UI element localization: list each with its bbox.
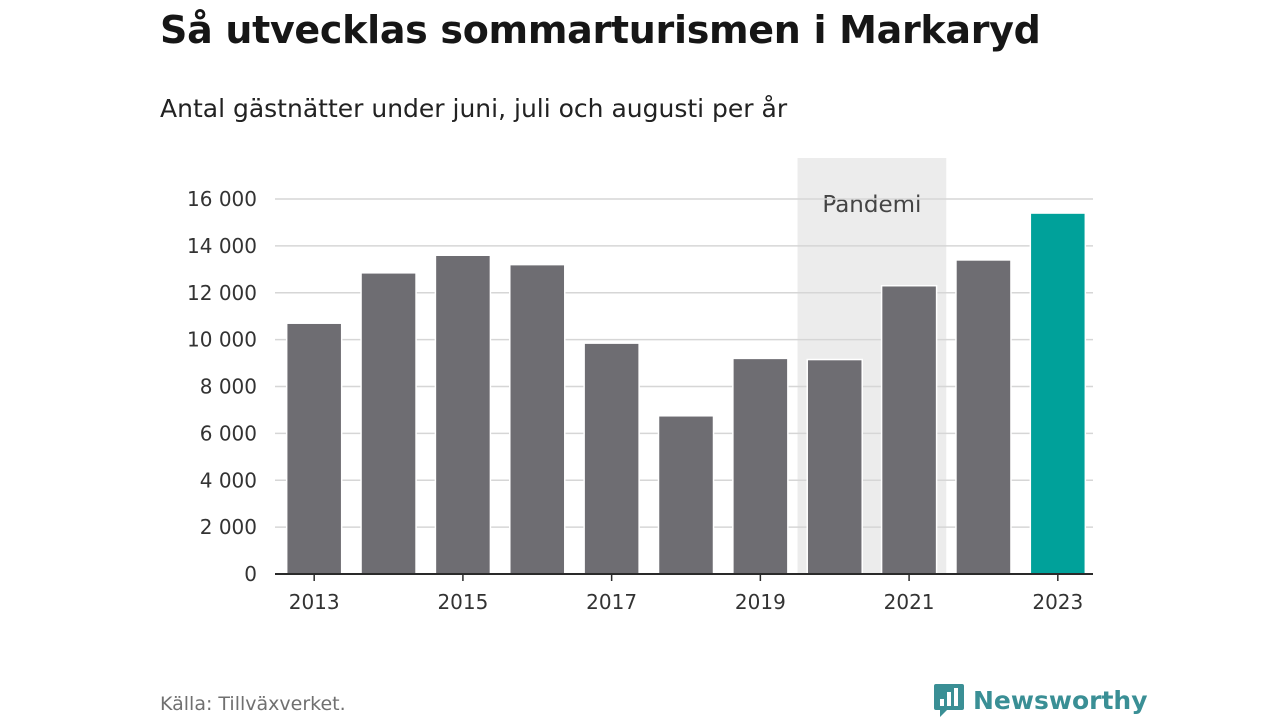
bar-2018	[657, 415, 715, 575]
bar-2013	[285, 322, 343, 575]
bar-2020	[806, 358, 863, 575]
newsworthy-logo-icon	[934, 684, 964, 717]
x-tick-label: 2023	[1032, 590, 1083, 614]
x-tick-label: 2013	[289, 590, 340, 614]
y-tick-label: 6 000	[200, 421, 257, 445]
chart-subtitle: Antal gästnätter under juni, juli och au…	[160, 94, 788, 123]
pandemic-band-label: Pandemi	[822, 192, 921, 218]
chart-title: Så utvecklas sommarturismen i Markaryd	[160, 8, 1041, 52]
x-tick-label: 2017	[586, 590, 637, 614]
y-tick-label: 16 000	[187, 187, 257, 211]
y-tick-label: 8 000	[200, 375, 257, 399]
brand-name: Newsworthy	[973, 685, 1148, 715]
x-tick-label: 2021	[884, 590, 935, 614]
x-tick-label: 2019	[735, 590, 786, 614]
y-tick-label: 14 000	[187, 234, 257, 258]
y-tick-label: 0	[244, 562, 257, 586]
y-tick-label: 10 000	[187, 328, 257, 352]
y-tick-label: 4 000	[200, 468, 257, 492]
bar-2023	[1029, 212, 1087, 575]
source-note: Källa: Tillväxverket.	[160, 693, 346, 715]
y-tick-label: 12 000	[187, 281, 257, 305]
bar-2017	[583, 342, 640, 575]
brand-logo: Newsworthy	[933, 682, 1148, 718]
y-tick-label: 2 000	[200, 515, 257, 539]
bar-chart: Pandemi 0 2 000 4 000 6 000 8 000 10 000 12 000…	[187, 158, 1093, 614]
x-tick-label: 2015	[437, 590, 488, 614]
bar-2015	[434, 254, 492, 575]
bar-2014	[360, 272, 417, 575]
bar-2022	[955, 259, 1012, 575]
bar-2021	[880, 284, 938, 575]
bar-2019	[732, 357, 789, 575]
bar-2016	[509, 263, 566, 575]
